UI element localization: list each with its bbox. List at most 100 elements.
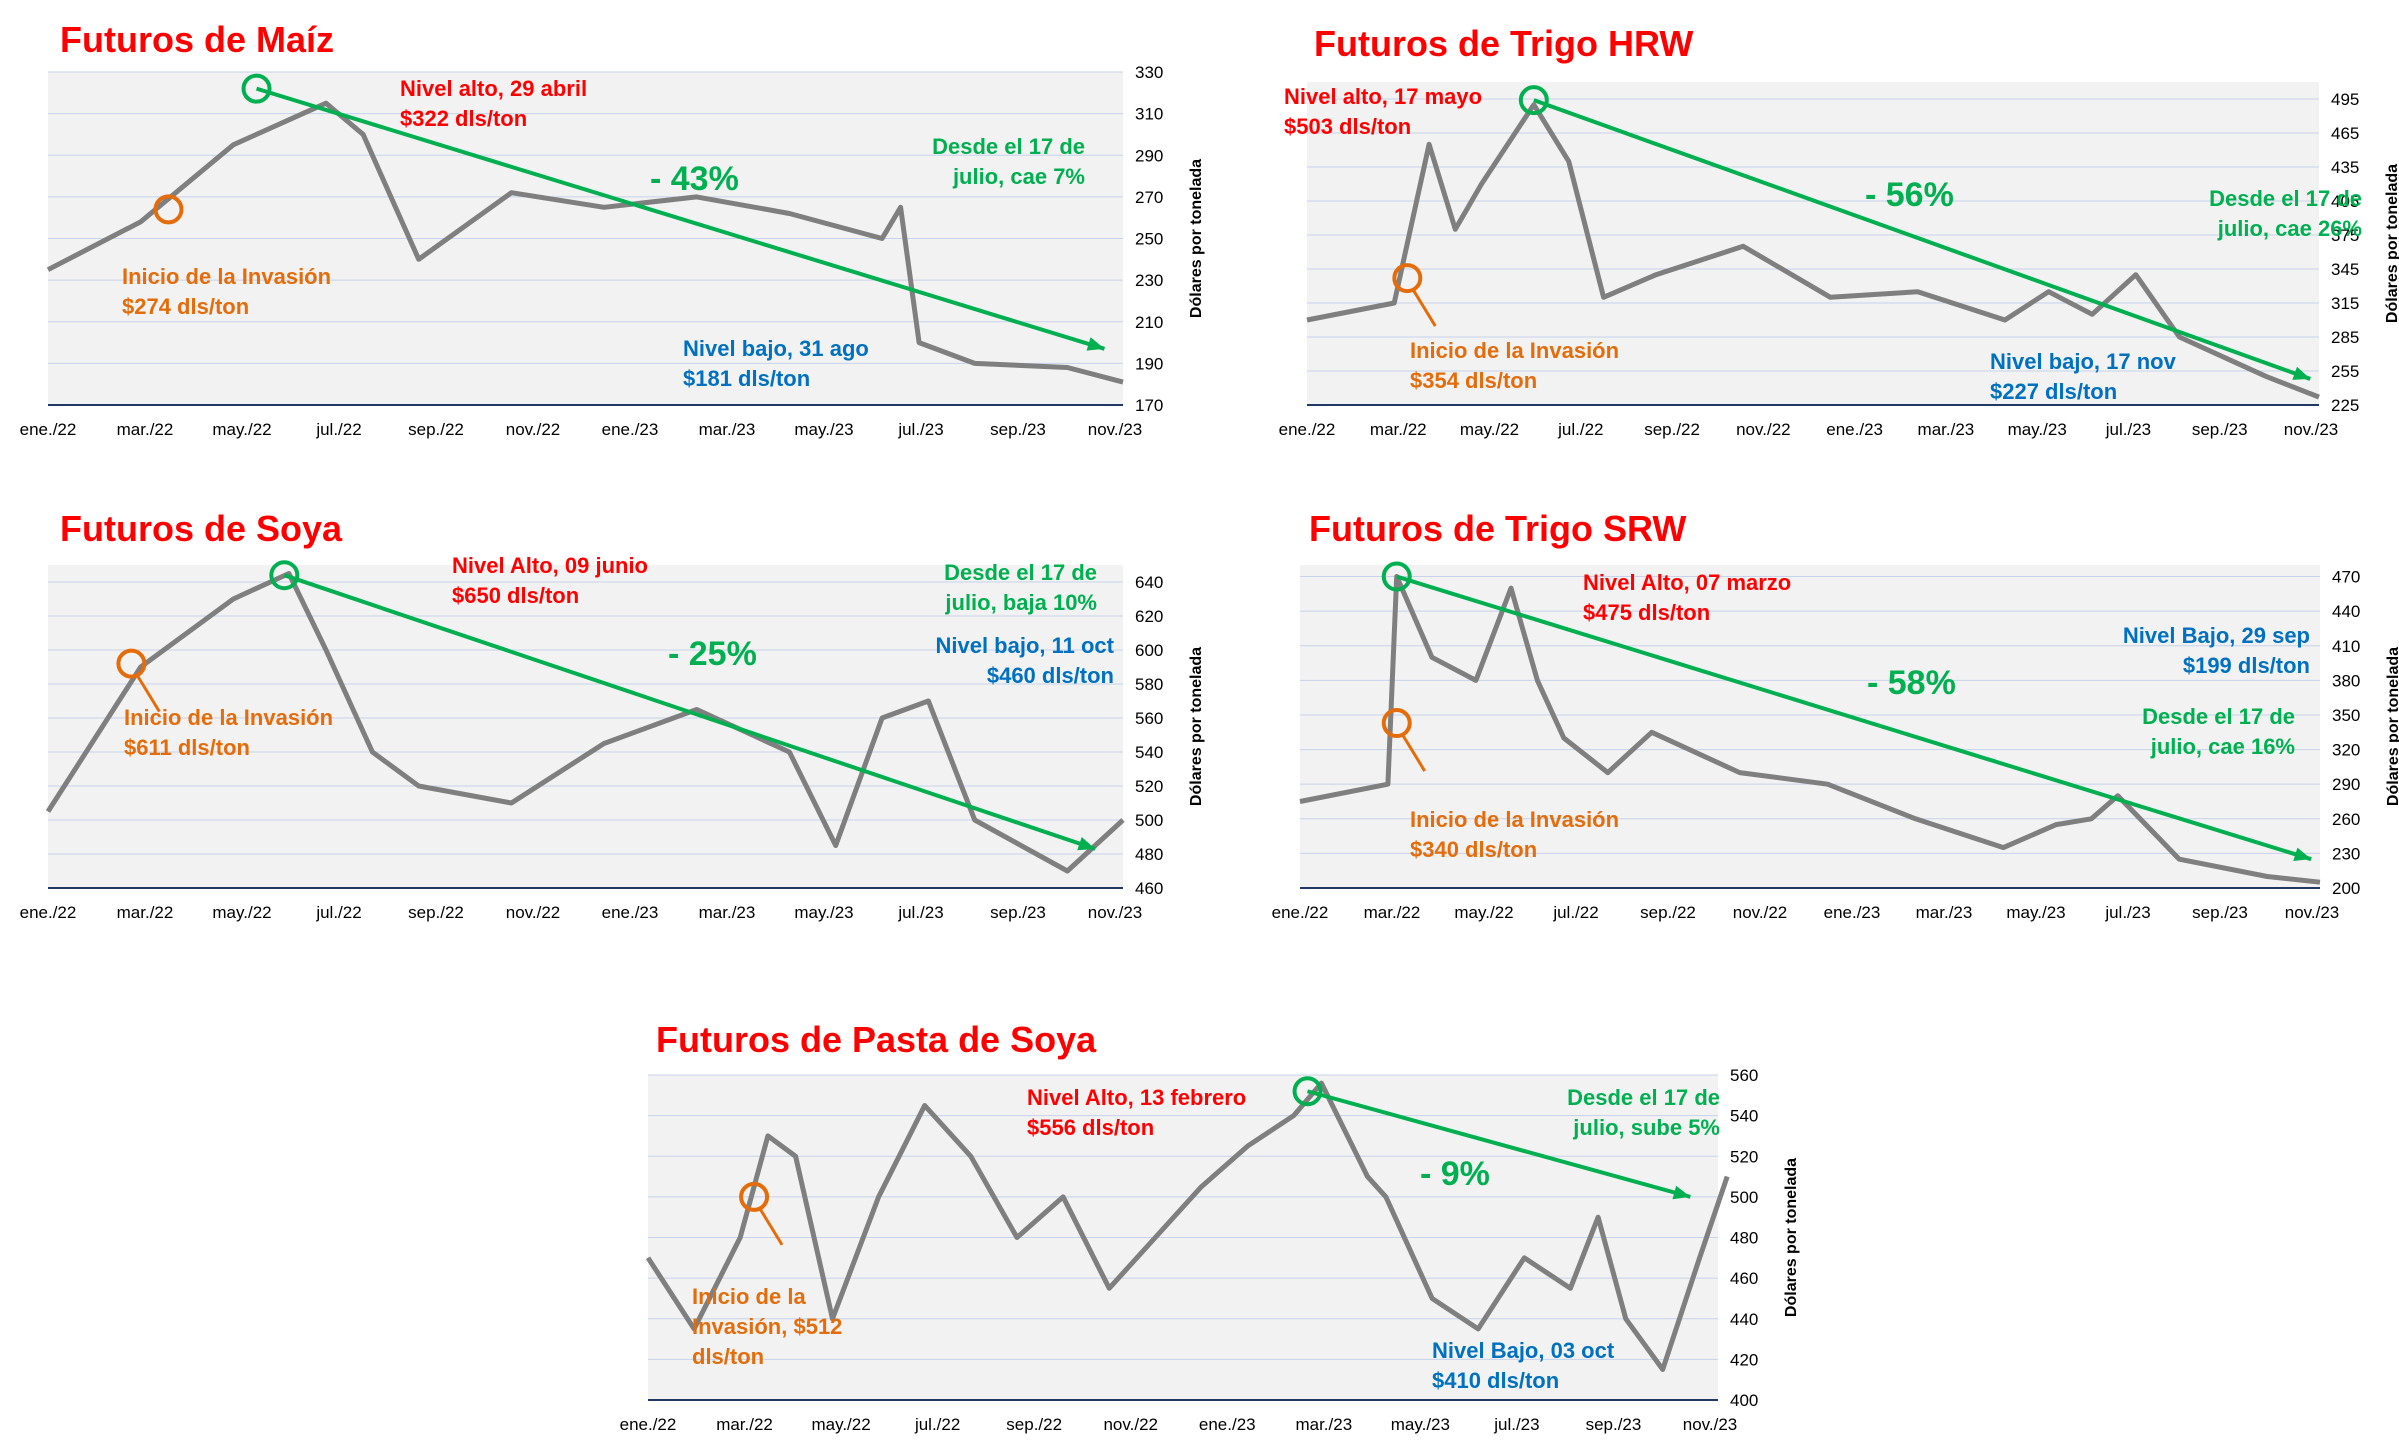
- y-tick-label: 190: [1135, 354, 1163, 373]
- low-annotation: Nivel bajo, 31 ago $181 dls/ton: [683, 336, 869, 391]
- x-tick-label: ene./23: [1824, 903, 1881, 922]
- low-annotation-line: Nivel bajo, 11 oct: [935, 633, 1114, 658]
- y-tick-label: 540: [1135, 743, 1163, 762]
- x-tick-label: ene./22: [1272, 903, 1329, 922]
- high-annotation: Nivel alto, 29 abril $322 dls/ton: [400, 76, 587, 131]
- since-july-annotation: Desde el 17 de julio, cae 26%: [2209, 186, 2362, 241]
- y-tick-label: 440: [2332, 602, 2360, 621]
- y-tick-label: 270: [1135, 188, 1163, 207]
- x-tick-label: sep./23: [1586, 1415, 1642, 1434]
- y-tick-label: 225: [2331, 396, 2359, 415]
- x-tick-label: mar./23: [1918, 420, 1975, 439]
- x-tick-label: mar./22: [117, 903, 174, 922]
- invasion-annotation: Inicio de la Invasión $340 dls/ton: [1410, 807, 1619, 862]
- low-annotation-line: Nivel Bajo, 29 sep: [2123, 623, 2310, 648]
- y-tick-label: 380: [2332, 671, 2360, 690]
- x-tick-label: jul./23: [897, 903, 943, 922]
- x-tick-label: jul./22: [914, 1415, 960, 1434]
- chart-4: Futuros de Pasta de Soya 560 540 520 500 480 4…: [620, 1019, 1800, 1434]
- invasion-marker: [116, 648, 147, 679]
- high-annotation-line: Nivel alto, 29 abril: [400, 76, 587, 101]
- high-annotation: Nivel alto, 17 mayo $503 dls/ton: [1284, 84, 1482, 139]
- invasion-pointer: [758, 1208, 784, 1246]
- x-tick-label: mar./23: [699, 903, 756, 922]
- chart-title: Futuros de Trigo HRW: [1314, 23, 1693, 64]
- high-marker: [1292, 1076, 1323, 1107]
- x-tick-label: sep./23: [990, 903, 1046, 922]
- invasion-annotation: Inicio de la Invasión $611 dls/ton: [124, 705, 333, 760]
- low-annotation: Nivel Bajo, 29 sep $199 dls/ton: [2123, 623, 2310, 678]
- percent-change: - 9%: [1420, 1155, 1490, 1193]
- invasion-marker: [1381, 708, 1412, 739]
- trend-line: [1533, 98, 2311, 381]
- low-annotation-line: $199 dls/ton: [2183, 653, 2310, 678]
- x-tick-label: mar./23: [1295, 1415, 1352, 1434]
- invasion-annotation-line: Inicio de la Invasión: [1410, 807, 1619, 832]
- invasion-annotation-line: Inicio de la Invasión: [124, 705, 333, 730]
- high-annotation-line: Nivel Alto, 07 marzo: [1583, 570, 1791, 595]
- since-july-annotation: Desde el 17 de julio, baja 10%: [944, 560, 1097, 615]
- x-axis: ene./22 mar./22 may./22 jul./22 sep./22 nov./…: [1272, 903, 2340, 922]
- y-tick-label: 290: [2332, 775, 2360, 794]
- chart-title: Futuros de Soya: [60, 508, 343, 549]
- trend-arrowhead: [2293, 847, 2312, 861]
- x-tick-label: ene./23: [602, 420, 659, 439]
- x-tick-label: may./22: [811, 1415, 870, 1434]
- x-tick-label: jul./22: [1552, 903, 1598, 922]
- percent-change: - 56%: [1865, 176, 1954, 214]
- plot-area: [48, 565, 1123, 888]
- x-tick-label: mar./22: [716, 1415, 773, 1434]
- trend-arrowhead: [1672, 1185, 1691, 1200]
- trend-arrowhead: [1077, 836, 1096, 851]
- low-annotation: Nivel bajo, 17 nov $227 dls/ton: [1990, 349, 2177, 404]
- y-tick-label: 290: [1135, 146, 1163, 165]
- y-axis-label: Dólares por tonelada: [1188, 647, 1205, 806]
- y-tick-label: 500: [1135, 811, 1163, 830]
- y-tick-label: 480: [1730, 1229, 1758, 1248]
- high-annotation-line: Nivel Alto, 09 junio: [452, 553, 648, 578]
- y-tick-label: 285: [2331, 328, 2359, 347]
- y-axis-label: Dólares por tonelada: [2385, 647, 2399, 806]
- y-tick-label: 320: [2332, 741, 2360, 760]
- x-tick-label: may./23: [794, 420, 853, 439]
- y-tick-label: 330: [1135, 63, 1163, 82]
- x-tick-label: ene./22: [1279, 420, 1336, 439]
- x-tick-label: sep./22: [1644, 420, 1700, 439]
- price-line: [45, 571, 1125, 874]
- y-axis: 470 440 410 380 350 320 290 260 230 200: [1300, 568, 2360, 898]
- x-tick-label: ene./22: [20, 420, 77, 439]
- y-tick-label: 435: [2331, 158, 2359, 177]
- y-tick-label: 500: [1730, 1188, 1758, 1207]
- invasion-annotation: Inicio de la Invasión, $512 dls/ton: [692, 1284, 842, 1369]
- x-tick-label: nov./22: [1736, 420, 1791, 439]
- invasion-annotation-line: Inicio de la Invasión: [122, 264, 331, 289]
- x-tick-label: mar./22: [1370, 420, 1427, 439]
- x-tick-label: may./23: [2006, 903, 2065, 922]
- y-tick-label: 440: [1730, 1310, 1758, 1329]
- x-tick-label: nov./22: [506, 420, 561, 439]
- x-tick-label: may./23: [794, 903, 853, 922]
- y-tick-label: 540: [1730, 1107, 1758, 1126]
- invasion-annotation: Inicio de la Invasión $354 dls/ton: [1410, 338, 1619, 393]
- x-tick-label: sep./23: [990, 420, 1046, 439]
- invasion-annotation-line: Inicio de la: [692, 1284, 806, 1309]
- x-tick-label: may./23: [1391, 1415, 1450, 1434]
- x-tick-label: nov./22: [1733, 903, 1788, 922]
- since-july-annotation-line: Desde el 17 de: [1567, 1085, 1720, 1110]
- low-annotation-line: $460 dls/ton: [987, 663, 1114, 688]
- price-line: [46, 100, 1124, 385]
- plot-area: [1307, 82, 2319, 405]
- y-tick-label: 260: [2332, 810, 2360, 829]
- x-tick-label: jul./22: [1557, 420, 1603, 439]
- trend-line: [1396, 574, 2312, 862]
- invasion-annotation-line: $354 dls/ton: [1410, 368, 1537, 393]
- chart-title: Futuros de Maíz: [60, 19, 334, 60]
- invasion-pointer: [1412, 289, 1437, 327]
- percent-change: - 43%: [650, 160, 739, 198]
- x-axis: ene./22 mar./22 may./22 jul./22 sep./22 nov./…: [620, 1415, 1738, 1434]
- x-axis: ene./22 mar./22 may./22 jul./22 sep./22 nov./…: [1279, 420, 2339, 439]
- high-annotation-line: $322 dls/ton: [400, 106, 527, 131]
- x-tick-label: nov./23: [2285, 903, 2340, 922]
- x-tick-label: may./22: [212, 903, 271, 922]
- trend-line: [1306, 1089, 1691, 1199]
